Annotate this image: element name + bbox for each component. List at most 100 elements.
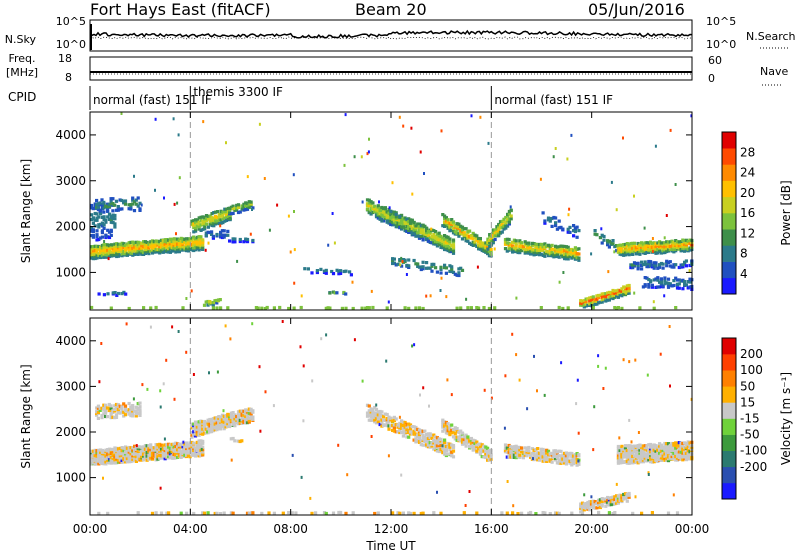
data-cell	[647, 471, 650, 475]
data-cell	[201, 439, 205, 443]
data-cell	[251, 322, 254, 326]
data-cell	[557, 453, 561, 458]
data-cell	[168, 237, 172, 241]
data-cell	[95, 234, 99, 239]
data-cell	[559, 251, 563, 255]
data-cell	[382, 210, 386, 214]
data-cell	[97, 225, 101, 229]
data-cell	[661, 243, 665, 247]
data-cell	[185, 453, 189, 457]
data-cell	[398, 430, 402, 435]
data-cell	[613, 291, 617, 295]
data-cell	[228, 415, 232, 419]
data-cell	[684, 244, 688, 248]
data-cell	[568, 461, 572, 465]
data-cell	[383, 215, 387, 219]
data-cell	[134, 447, 138, 451]
data-cell	[195, 242, 199, 246]
data-cell	[640, 444, 644, 448]
data-cell	[627, 245, 631, 249]
data-cell	[675, 242, 680, 246]
data-cell	[618, 457, 622, 461]
data-cell	[183, 442, 187, 446]
data-cell	[407, 226, 411, 230]
data-cell	[231, 207, 235, 211]
data-cell	[106, 292, 110, 296]
data-cell	[369, 407, 373, 411]
data-cell	[623, 459, 628, 464]
data-cell	[380, 219, 384, 223]
data-cell	[95, 212, 99, 216]
power-colorbar-cell	[722, 277, 736, 295]
data-cell	[220, 422, 224, 426]
data-cell	[391, 220, 395, 225]
data-cell	[666, 244, 671, 249]
data-cell	[669, 384, 671, 388]
data-cell	[113, 407, 117, 411]
data-cell	[99, 456, 103, 460]
data-cell	[324, 268, 328, 272]
data-cell	[226, 217, 230, 221]
data-cell	[375, 403, 378, 407]
data-cell	[564, 249, 568, 253]
data-cell	[659, 456, 663, 460]
data-cell	[412, 429, 416, 433]
data-cell	[193, 434, 198, 438]
velocity-data-cells	[90, 320, 694, 516]
data-cell	[448, 241, 452, 245]
data-cell	[116, 254, 121, 258]
data-cell	[623, 248, 628, 252]
data-cell	[674, 443, 678, 448]
data-cell	[640, 249, 644, 253]
data-cell	[681, 246, 685, 250]
data-cell	[448, 248, 452, 252]
data-cell	[554, 221, 558, 225]
data-cell	[622, 449, 626, 453]
data-cell	[684, 444, 688, 448]
data-cell	[161, 447, 165, 451]
data-cell	[634, 444, 638, 448]
data-cell	[527, 243, 531, 247]
data-cell	[118, 446, 122, 450]
data-cell	[487, 249, 491, 253]
data-cell	[600, 227, 603, 231]
data-cell	[224, 417, 228, 421]
data-cell	[572, 229, 576, 233]
data-cell	[249, 416, 253, 420]
data-cell	[127, 448, 131, 452]
data-cell	[534, 250, 538, 254]
data-cell	[143, 444, 147, 448]
data-cell	[466, 236, 470, 240]
data-cell	[460, 442, 465, 446]
data-cell	[606, 239, 610, 243]
data-cell	[478, 237, 482, 241]
data-cell	[557, 461, 561, 465]
data-cell	[367, 198, 371, 202]
data-cell	[235, 206, 239, 210]
data-cell	[403, 226, 407, 231]
data-cell	[385, 306, 389, 310]
data-cell	[247, 411, 251, 415]
data-cell	[96, 206, 100, 210]
data-cell	[199, 239, 203, 243]
data-cell	[103, 240, 106, 243]
data-cell	[134, 412, 138, 416]
data-cell	[174, 456, 178, 460]
data-cell	[659, 458, 663, 462]
data-cell	[659, 241, 663, 245]
data-cell	[625, 495, 629, 500]
data-cell	[459, 229, 463, 233]
velocity-ylabel: Slant Range [km]	[19, 364, 33, 468]
data-cell	[150, 241, 155, 245]
data-cell	[504, 226, 508, 230]
data-cell	[550, 254, 554, 258]
data-cell	[107, 254, 112, 259]
data-cell	[652, 278, 656, 282]
data-cell	[683, 447, 687, 451]
data-cell	[615, 208, 618, 212]
data-cell	[107, 450, 112, 454]
data-cell	[342, 269, 346, 274]
power-ytick-label: 1000	[55, 265, 86, 279]
data-cell	[566, 248, 570, 252]
data-cell	[618, 451, 622, 455]
